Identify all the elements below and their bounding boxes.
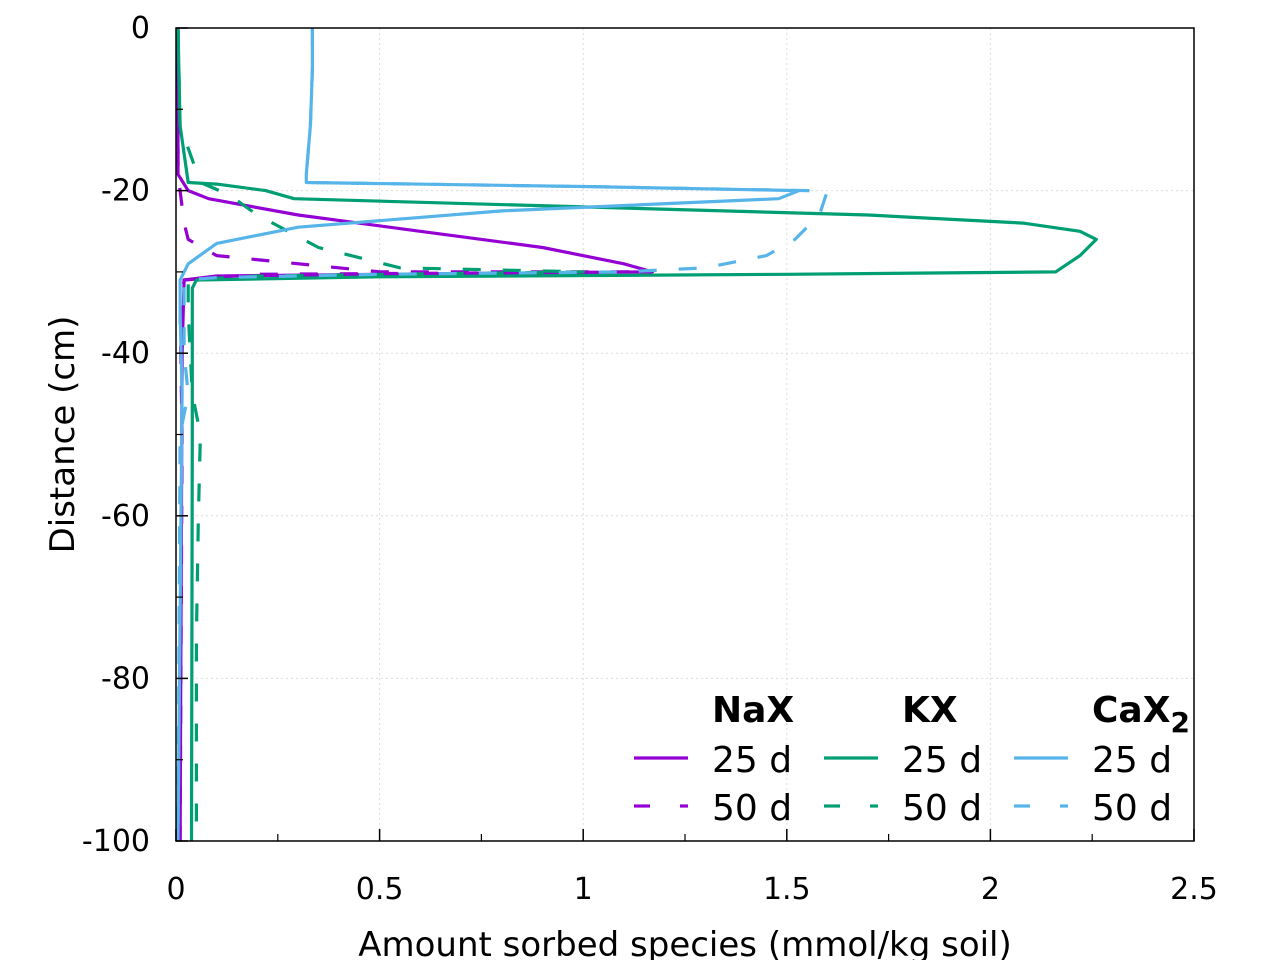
axis-ticks: 0 0.5 1 1.5 2 2.5 0 -20 -40 -60 -80 -100 [82,11,1218,907]
legend-header-main: NaX [712,690,794,731]
legend-header-kx: KX [902,690,958,731]
x-tick-label: 0.5 [356,872,404,907]
legend-label-50d: 50 d [712,788,792,829]
y-axis-title: Distance (cm) [43,316,83,554]
x-tick-label: 1 [574,872,593,907]
x-tick-label: 2 [981,872,1000,907]
series-line-nax-50d [176,28,646,842]
legend-header-main: KX [902,690,958,731]
legend-header-subscript: 2 [1170,706,1189,739]
legend-label-50d: 50 d [902,788,982,829]
series-line-kx-25d [176,27,1098,842]
y-tick-label: -100 [82,824,150,859]
x-tick-label: 2.5 [1170,872,1218,907]
series-line-cax2-50d [176,28,830,842]
series-line-nax-25d [176,28,654,842]
plot-frame [175,27,1195,842]
legend-label-50d: 50 d [1092,788,1172,829]
y-tick-label: -40 [101,336,150,371]
y-tick-label: -60 [101,499,150,534]
legend-label-25d: 25 d [1092,740,1172,781]
y-tick-label: 0 [131,11,150,46]
legend-label-25d: 25 d [902,740,982,781]
y-tick-label: -20 [101,174,150,209]
x-tick-label: 0 [166,872,185,907]
x-axis-title: Amount sorbed species (mmol/kg soil) [358,925,1012,960]
data-series [176,27,1098,842]
y-tick-label: -80 [101,661,150,696]
legend-header-cax2: CaX2 [1092,690,1190,739]
grid-lines [175,27,1195,842]
legend-header-nax: NaX [712,690,794,731]
x-tick-label: 1.5 [763,872,811,907]
series-line-cax2-25d [176,28,801,842]
legend-header-main: CaX [1092,690,1171,731]
legend-label-25d: 25 d [712,740,792,781]
series-line-kx-50d [176,27,585,841]
